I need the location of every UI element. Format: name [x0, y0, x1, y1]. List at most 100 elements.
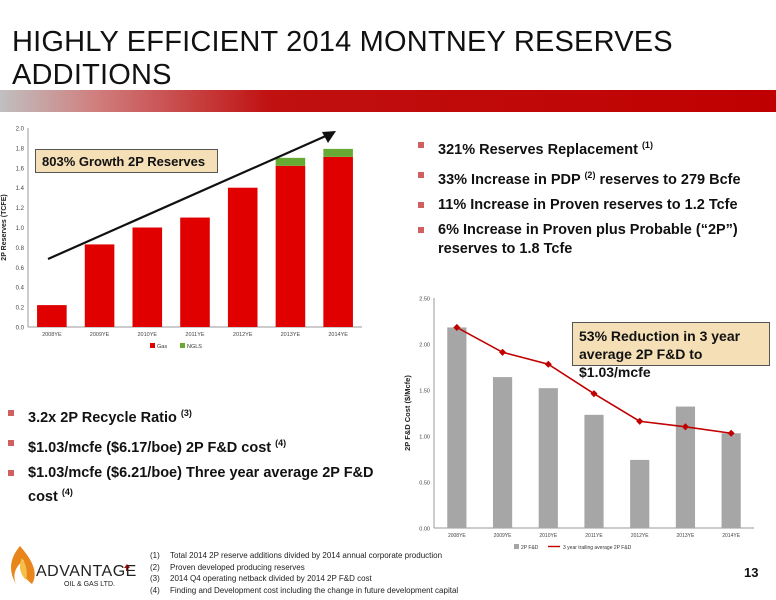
highlight-item: 11% Increase in Proven reserves to 1.2 T…: [416, 196, 776, 215]
highlight-text-tail: reserves to 279 Bcfe: [595, 171, 741, 188]
bar-2p-fd: [675, 406, 696, 528]
footnote: (4) Finding and Development cost includin…: [150, 585, 459, 595]
cost-text: $1.03/mcfe ($6.21/boe) Three year averag…: [28, 464, 374, 505]
legend-label: Gas: [157, 344, 167, 350]
highlight-text: 11% Increase in Proven reserves to 1.2 T…: [438, 196, 738, 213]
bar-2p-fd: [630, 459, 650, 528]
bar-2p-fd: [721, 433, 741, 528]
x-tick-label: 2014YE: [722, 533, 740, 539]
highlight-text: 6% Increase in Proven plus Probable (“2P…: [438, 221, 738, 257]
y-axis-label: 2P Reserves (TCFE): [1, 194, 8, 260]
y-tick-label: 2.0: [16, 127, 25, 133]
company-logo-sub: OIL & GAS LTD.: [64, 581, 115, 588]
footnote-ref: (1): [641, 140, 653, 150]
reduction-callout: 53% Reduction in 3 year average 2P F&D t…: [572, 322, 770, 380]
line-point: [499, 348, 507, 356]
y-tick-label: 1.8: [16, 146, 25, 152]
legend-swatch: [180, 343, 185, 348]
bullet-icon: [418, 226, 424, 233]
y-tick-label: 0.2: [16, 306, 25, 312]
highlight-item: 321% Reserves Replacement (1): [416, 136, 776, 160]
x-tick-label: 2013YE: [677, 533, 695, 539]
bar-2p-fd: [584, 414, 604, 528]
y-tick-label: 2.50: [419, 297, 430, 303]
fd-cost-chart: 0.00 0.50 1.00 1.50 2.00 2.50 2P F&D Cost ($/M…: [403, 297, 754, 551]
highlights-list: 321% Reserves Replacement (1) 33% Increa…: [416, 136, 776, 265]
y-tick-label: 1.0: [16, 226, 25, 232]
page-number: 13: [744, 565, 759, 580]
y-tick-label: 0.4: [16, 286, 25, 292]
bullet-icon: [8, 410, 14, 416]
bar-gas: [180, 217, 210, 327]
x-tick-label: 2010YE: [539, 533, 557, 539]
x-tick-label: 2011YE: [585, 533, 603, 539]
company-logo-word: ADVANTAGE: [36, 563, 137, 580]
x-tick-label: 2008YE: [42, 332, 62, 338]
footnote: (3) 2014 Q4 operating netback divided by …: [150, 574, 372, 583]
y-tick-label: 1.50: [419, 389, 430, 395]
cost-text: $1.03/mcfe ($6.17/boe) 2P F&D cost: [28, 439, 272, 456]
x-tick-label: 2011YE: [185, 332, 204, 338]
y-tick-label: 2.00: [419, 343, 430, 349]
footnotes: (1) Total 2014 2P reserve additions divid…: [150, 550, 458, 596]
y-tick-label: 0.0: [16, 326, 25, 332]
bar-gas: [227, 187, 258, 327]
bar-ngls: [275, 157, 306, 166]
cost-text: 3.2x 2P Recycle Ratio: [28, 409, 177, 426]
y-tick-label: 1.4: [16, 186, 25, 192]
y-tick-label: 1.00: [419, 435, 430, 441]
cost-item: 3.2x 2P Recycle Ratio (3): [6, 404, 386, 428]
bar-gas: [275, 165, 306, 327]
x-tick-label: 2009YE: [90, 332, 110, 338]
y-tick-label: 0.6: [16, 266, 25, 272]
footnote-ref: (4): [61, 486, 73, 497]
bullet-icon: [8, 469, 14, 476]
arrow-head-icon: [322, 131, 336, 143]
title-band: [0, 90, 776, 112]
x-tick-label: 2010YE: [137, 332, 157, 338]
bar-gas: [84, 244, 115, 327]
bullet-icon: [418, 142, 424, 148]
highlight-text: 321% Reserves Replacement: [438, 141, 638, 158]
y-tick-label: 1.2: [16, 206, 25, 212]
cost-item: $1.03/mcfe ($6.17/boe) 2P F&D cost (4): [6, 434, 386, 458]
line-point: [453, 323, 461, 331]
footnote-ref: (4): [275, 437, 287, 448]
footnote-ref: (2): [584, 169, 596, 180]
bar-ngls: [323, 148, 353, 157]
reserves-chart: 0.0 0.2 0.4 0.6 0.8 1.0 1.2 1.4 1.6 1.8 2.0 2P Rese…: [1, 127, 362, 350]
highlight-item: 6% Increase in Proven plus Probable (“2P…: [416, 221, 776, 259]
bullet-icon: [418, 171, 424, 178]
bar-gas: [132, 227, 163, 327]
x-tick-label: 2009YE: [494, 533, 512, 539]
growth-arrow-line: [47, 133, 329, 261]
bar-gas: [37, 305, 67, 327]
y-tick-label: 0.00: [419, 527, 430, 533]
footnote-ref: (3): [180, 408, 192, 418]
highlight-text: 33% Increase in PDP: [438, 171, 581, 188]
x-tick-label: 2012YE: [233, 332, 253, 338]
x-tick-label: 2013YE: [281, 332, 301, 338]
legend-swatch: [150, 343, 155, 348]
y-tick-label: 0.50: [419, 481, 430, 487]
x-tick-label: 2008YE: [448, 533, 466, 539]
bar-2p-fd: [447, 327, 467, 528]
line-point: [636, 417, 644, 425]
line-point: [590, 390, 598, 398]
footnote: (1) Total 2014 2P reserve additions divid…: [150, 551, 443, 560]
legend-label: 3 year trailing average 2P F&D: [563, 545, 632, 551]
advantage-flame-icon: [11, 546, 130, 584]
bar-gas: [323, 156, 353, 327]
bullet-icon: [8, 439, 14, 446]
growth-callout: 803% Growth 2P Reserves: [35, 149, 218, 173]
x-tick-label: 2012YE: [631, 533, 649, 539]
footnote: (2) Proven developed producing reserves: [150, 562, 305, 572]
highlight-item: 33% Increase in PDP (2) reserves to 279 …: [416, 166, 776, 190]
y-tick-label: 0.8: [16, 246, 25, 252]
y-axis-label: 2P F&D Cost ($/Mcfe): [403, 375, 412, 451]
x-tick-label: 2014YE: [328, 332, 348, 338]
legend-label: 2P F&D: [521, 545, 539, 551]
legend-label: NGLS: [187, 344, 202, 350]
cost-list: 3.2x 2P Recycle Ratio (3) $1.03/mcfe ($6…: [6, 404, 386, 512]
slide-title: HIGHLY EFFICIENT 2014 MONTNEY RESERVES A…: [12, 26, 673, 91]
